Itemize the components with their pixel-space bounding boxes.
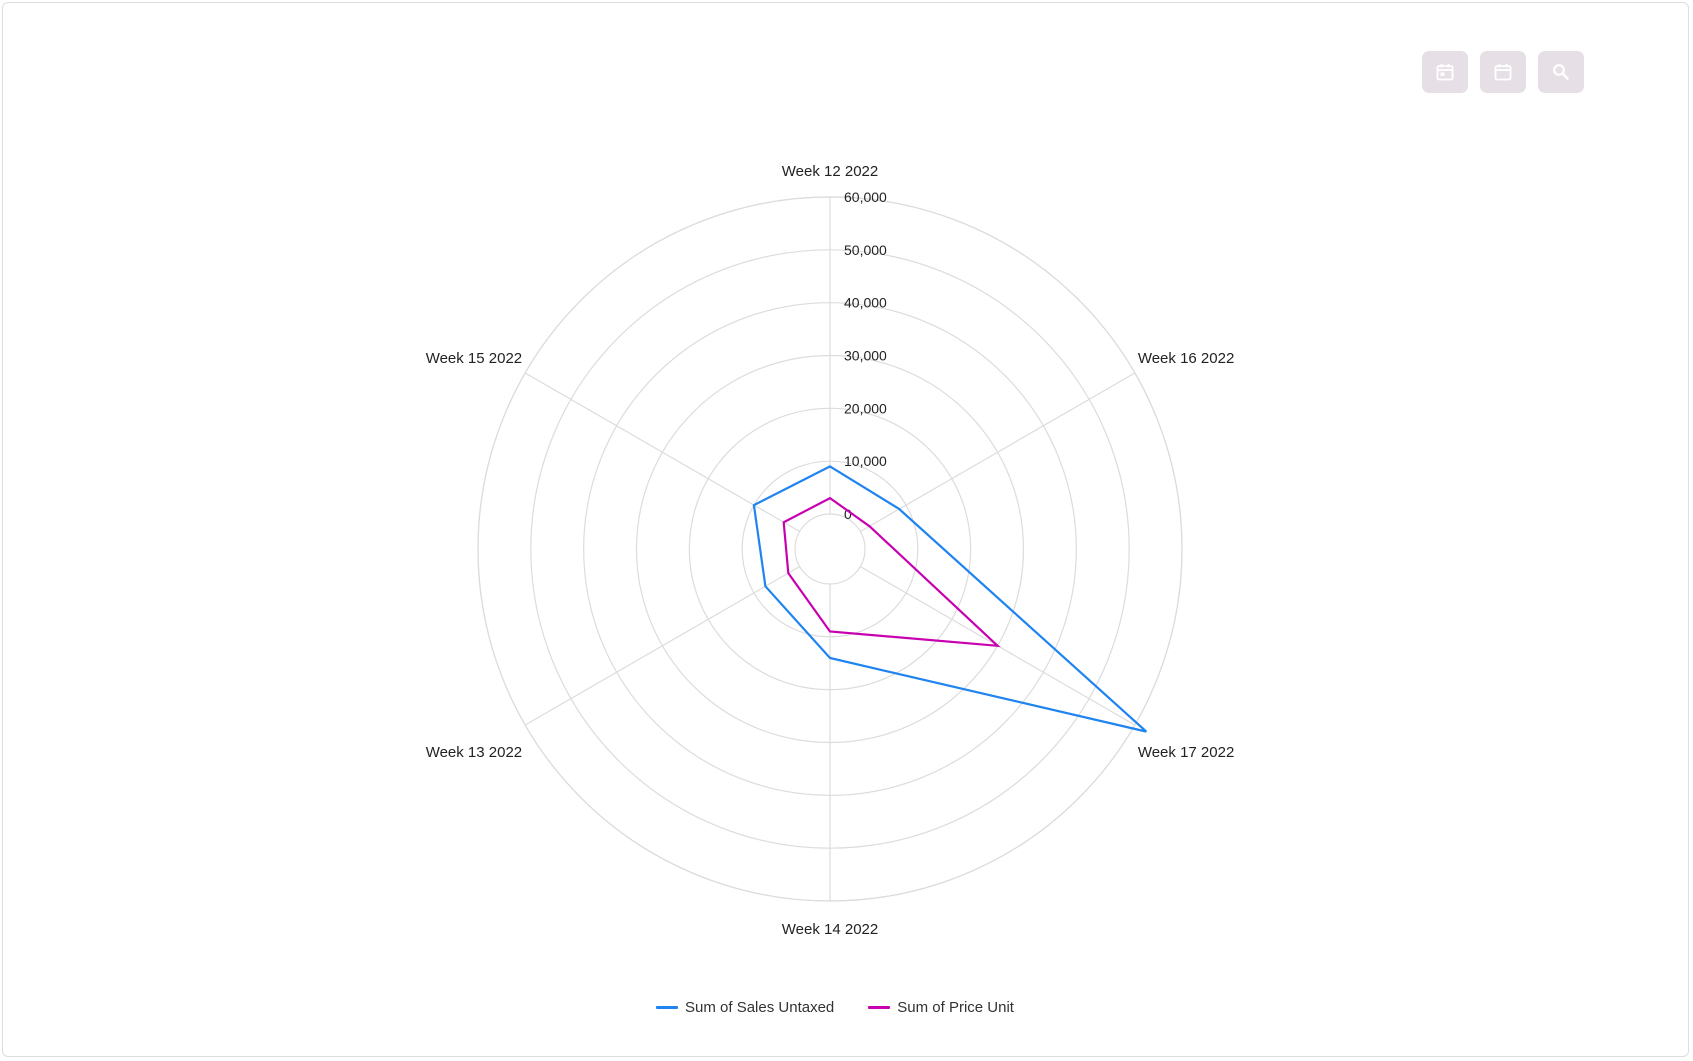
calendar-button[interactable] [1480,51,1526,93]
category-label: Week 13 2022 [426,744,522,761]
calendar-icon [1493,62,1513,82]
legend-label: Sum of Sales Untaxed [685,999,835,1016]
search-icon [1551,62,1571,82]
radial-tick-label: 30,000 [844,348,887,364]
radial-tick-label: 0 [844,506,852,522]
chart-legend: Sum of Sales Untaxed Sum of Price Unit [3,999,1667,1016]
grid-spoke [860,372,1136,533]
calendar-day-button[interactable] [1422,51,1468,93]
radial-tick-label: 10,000 [844,453,887,469]
legend-swatch [868,1006,891,1009]
category-label: Week 16 2022 [1138,350,1234,367]
legend-item[interactable]: Sum of Sales Untaxed [656,999,834,1016]
radial-tick-label: 60,000 [844,189,887,205]
radial-tick-label: 40,000 [844,295,887,311]
radar-chart: 0 10,000 20,000 30,000 40,000 50,000 60,000 We… [426,163,1235,938]
category-label: Week 14 2022 [782,921,878,938]
radar-grid [477,196,1183,902]
calendar-day-icon [1435,62,1455,82]
radar-series [752,465,1148,733]
legend-swatch [656,1006,679,1009]
chart-toolbar [1422,51,1584,93]
grid-spoke [524,565,800,726]
radial-tick-label: 50,000 [844,242,887,258]
category-label: Week 17 2022 [1138,744,1234,761]
category-label: Week 15 2022 [426,350,522,367]
radial-tick-labels: 0 10,000 20,000 30,000 40,000 50,000 60,000 [844,189,887,522]
grid-spoke [524,372,800,533]
grid-circle [794,513,866,585]
series-polygon[interactable] [752,465,1148,733]
radial-tick-label: 20,000 [844,400,887,416]
category-labels: Week 12 2022 Week 16 2022 Week 17 2022 Week… [426,163,1235,938]
category-label: Week 12 2022 [782,163,878,180]
series-polygon[interactable] [782,496,1001,648]
search-button[interactable] [1538,51,1584,93]
legend-label: Sum of Price Unit [897,999,1014,1016]
legend-item[interactable]: Sum of Price Unit [868,999,1014,1016]
